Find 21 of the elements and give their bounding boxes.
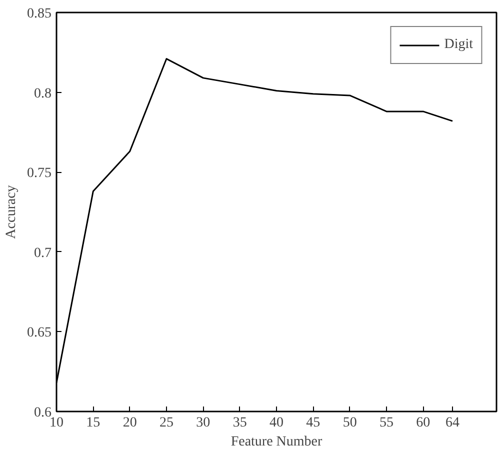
x-axis-title: Feature Number	[230, 434, 323, 450]
x-tick-label: 25	[160, 416, 174, 430]
x-tick-label: 10	[50, 416, 64, 430]
y-axis-title: Accuracy	[4, 185, 19, 239]
y-tick-label: 0.65	[27, 326, 52, 341]
x-tick-label: 20	[122, 416, 137, 430]
y-tick-label: 0.75	[27, 166, 52, 182]
x-tick-label: 40	[270, 416, 284, 430]
x-tick-label: 30	[196, 416, 210, 430]
y-tick-label: 0.85	[27, 6, 52, 22]
y-tick-label: 0.6	[34, 406, 52, 420]
legend-label: Digit	[444, 37, 473, 53]
x-tick-label: 15	[86, 416, 100, 430]
x-tick-label: 50	[342, 416, 357, 430]
x-tick-label: 64	[446, 416, 460, 430]
x-tick-label: 60	[416, 416, 430, 430]
x-tick-label: 45	[306, 416, 320, 430]
y-tick-label: 0.8	[34, 86, 52, 102]
y-tick-label: 0.7	[34, 246, 52, 261]
x-tick-label: 55	[380, 416, 394, 430]
x-tick-label: 35	[232, 416, 247, 430]
